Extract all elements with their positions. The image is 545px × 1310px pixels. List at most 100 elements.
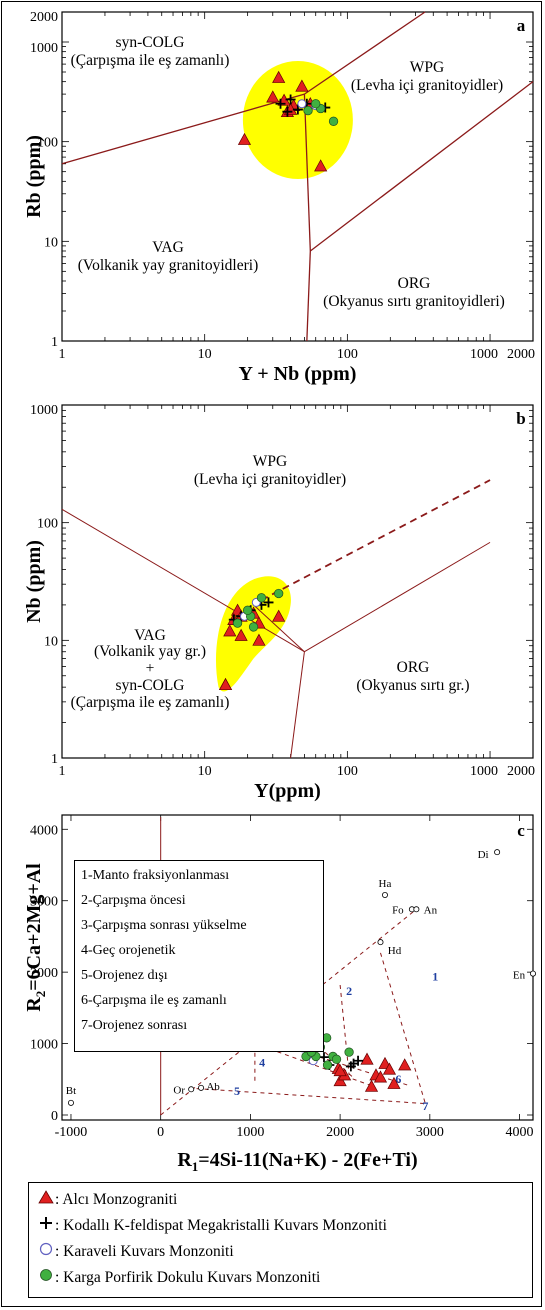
- black-plus-icon: [37, 1215, 55, 1237]
- panel-a-boundary: [303, 94, 311, 252]
- panel-a-x-tick-label: 2000: [507, 347, 535, 362]
- field-label-syn-colg-sub: (Çarpışma ile eş zamanlı): [71, 52, 230, 69]
- panel-c-x-tick-label: 2000: [326, 1125, 354, 1140]
- region-number-label: 5: [234, 1084, 240, 1098]
- alci-marker: [272, 70, 286, 83]
- mineral-reference-point: [494, 849, 501, 856]
- panel-c-x-tick-label: 0: [157, 1125, 164, 1140]
- panel-a-letter: a: [517, 16, 526, 35]
- field-label-wpg-sub: (Levha içi granitoyidler): [351, 77, 503, 94]
- panel-b-y-tick-label: 1000: [30, 403, 58, 418]
- panel-c-y-tick-label: 1000: [30, 1038, 58, 1053]
- mineral-label: Bt: [66, 1085, 76, 1097]
- mineral-label: Ha: [379, 878, 392, 890]
- panel-c-field-legend: 1-Manto fraksiyonlanması 2-Çarpışma önce…: [74, 860, 324, 1052]
- panel-a-x-tick-label: 1000: [470, 347, 498, 362]
- karga-marker: [248, 622, 259, 632]
- alci-marker: [387, 1076, 401, 1089]
- alci-marker: [364, 1079, 379, 1092]
- panel-b-x-tick-label: 1: [59, 764, 66, 779]
- mineral-reference-point: [198, 1084, 205, 1091]
- panel-b-boundary: [304, 541, 491, 653]
- karaveli-marker: [297, 99, 307, 109]
- mineral-label: En: [513, 970, 526, 982]
- field-label-syn-colg: syn-COLG: [116, 34, 185, 51]
- karga-marker: [303, 105, 313, 116]
- red-triangle-icon: [37, 1189, 55, 1211]
- kodalli-marker: [285, 94, 296, 105]
- green-circle-icon: [37, 1267, 55, 1289]
- kodalli-marker: [353, 1055, 364, 1066]
- panel-a-x-tick-label: 10: [198, 347, 212, 362]
- panel-c-y-tick-label: 0: [51, 1109, 58, 1124]
- alci-marker: [360, 1052, 374, 1065]
- region-number-label: 1: [432, 970, 438, 984]
- field-label-vag: VAG: [134, 627, 166, 644]
- panel-b-x-tick-label: 100: [337, 764, 358, 779]
- panel-a-y-tick-label: 100: [37, 136, 58, 151]
- panel-c-boundary: [196, 1088, 426, 1105]
- panel-b-highlight-region: [215, 576, 291, 692]
- panel-a-highlight-ellipse: [242, 60, 353, 179]
- panel-b-boundary: [290, 651, 305, 759]
- alci-marker: [266, 90, 280, 103]
- panel-c-letter: c: [517, 821, 525, 840]
- field-legend-item: 2-Çarpışma öncesi: [81, 893, 186, 908]
- panel-c-x-axis-title: R1=4Si-11(Na+K) - 2(Fe+Ti): [177, 1149, 417, 1174]
- region-number-label: 6: [395, 1072, 401, 1086]
- mineral-label: Ab: [206, 1081, 220, 1093]
- mineral-label: Or: [173, 1084, 185, 1096]
- panel-a-x-tick-label: 100: [337, 347, 358, 362]
- panel-b-y-axis-title: Nb (ppm): [23, 540, 45, 623]
- panel-b-y-tick-label: 100: [37, 517, 58, 532]
- alci-marker: [333, 1063, 347, 1077]
- panel-c-y-tick-label: 3000: [30, 895, 58, 910]
- mineral-reference-point: [377, 939, 384, 946]
- legend-label: : Karga Porfirik Dokulu Kuvars Monzoniti: [55, 1269, 321, 1286]
- mineral-reference-point: [67, 1099, 74, 1106]
- field-legend-item: 7-Orojenez sonrası: [81, 1018, 188, 1033]
- field-legend-item: 5-Orojenez dışı: [81, 968, 168, 983]
- region-number-label: 7: [422, 1099, 428, 1113]
- mineral-reference-point: [381, 892, 388, 899]
- karga-marker: [331, 1054, 342, 1064]
- legend-label: : Kodallı K-feldispat Megakristalli Kuva…: [55, 1217, 387, 1234]
- mineral-reference-point: [188, 1086, 195, 1093]
- panel-c-boundary: [294, 1025, 354, 1079]
- panel-c-boundary: [380, 952, 426, 1104]
- field-label-vag: VAG: [152, 239, 184, 256]
- karga-marker: [328, 116, 339, 126]
- field-label-org: ORG: [397, 659, 430, 676]
- panel-b-boundary: [253, 604, 305, 653]
- field-label-org-sub: (Okyanus sırtı granitoyidleri): [323, 293, 505, 310]
- legend-item-kodalli: : Kodallı K-feldispat Megakristalli Kuva…: [37, 1215, 387, 1237]
- legend-item-karga: : Karga Porfirik Dokulu Kuvars Monzoniti: [37, 1267, 320, 1289]
- panel-a-x-axis-title: Y + Nb (ppm): [239, 363, 357, 385]
- panel-c-plot-area: [61, 814, 534, 1121]
- panel-c-x-tick-label: 1000: [236, 1125, 264, 1140]
- panel-a-boundary: [309, 81, 534, 252]
- kodalli-marker: [282, 106, 293, 117]
- field-label-wpg: WPG: [253, 453, 287, 470]
- alci-marker: [314, 159, 328, 172]
- alci-marker: [218, 677, 233, 691]
- field-label-plus: +: [146, 660, 155, 677]
- alci-marker: [295, 79, 309, 92]
- panel-c-y-tick-label: 4000: [30, 823, 58, 838]
- panel-c-x-tick-label: 4000: [506, 1125, 534, 1140]
- field-legend-item: 4-Geç orojenetik: [81, 943, 176, 958]
- panel-a-y-tick-label: 1: [51, 335, 58, 350]
- panel-b-plot-area: [61, 404, 534, 759]
- legend-item-alci: : Alcı Monzograniti: [37, 1189, 177, 1211]
- panel-c-x-tick-label: -1000: [55, 1125, 88, 1140]
- panel-a-y-tick-label: 2000: [30, 10, 58, 25]
- field-label-wpg-sub: (Levha içi granitoyidler): [194, 471, 346, 488]
- alci-marker: [373, 1070, 388, 1083]
- karga-marker: [274, 588, 284, 599]
- field-legend-item: 1-Manto fraksiyonlanması: [81, 868, 230, 883]
- panel-b-y-tick-label: 1: [51, 752, 58, 767]
- alci-marker: [398, 1058, 412, 1071]
- kodalli-marker: [292, 104, 303, 115]
- panel-a-boundary: [304, 11, 426, 95]
